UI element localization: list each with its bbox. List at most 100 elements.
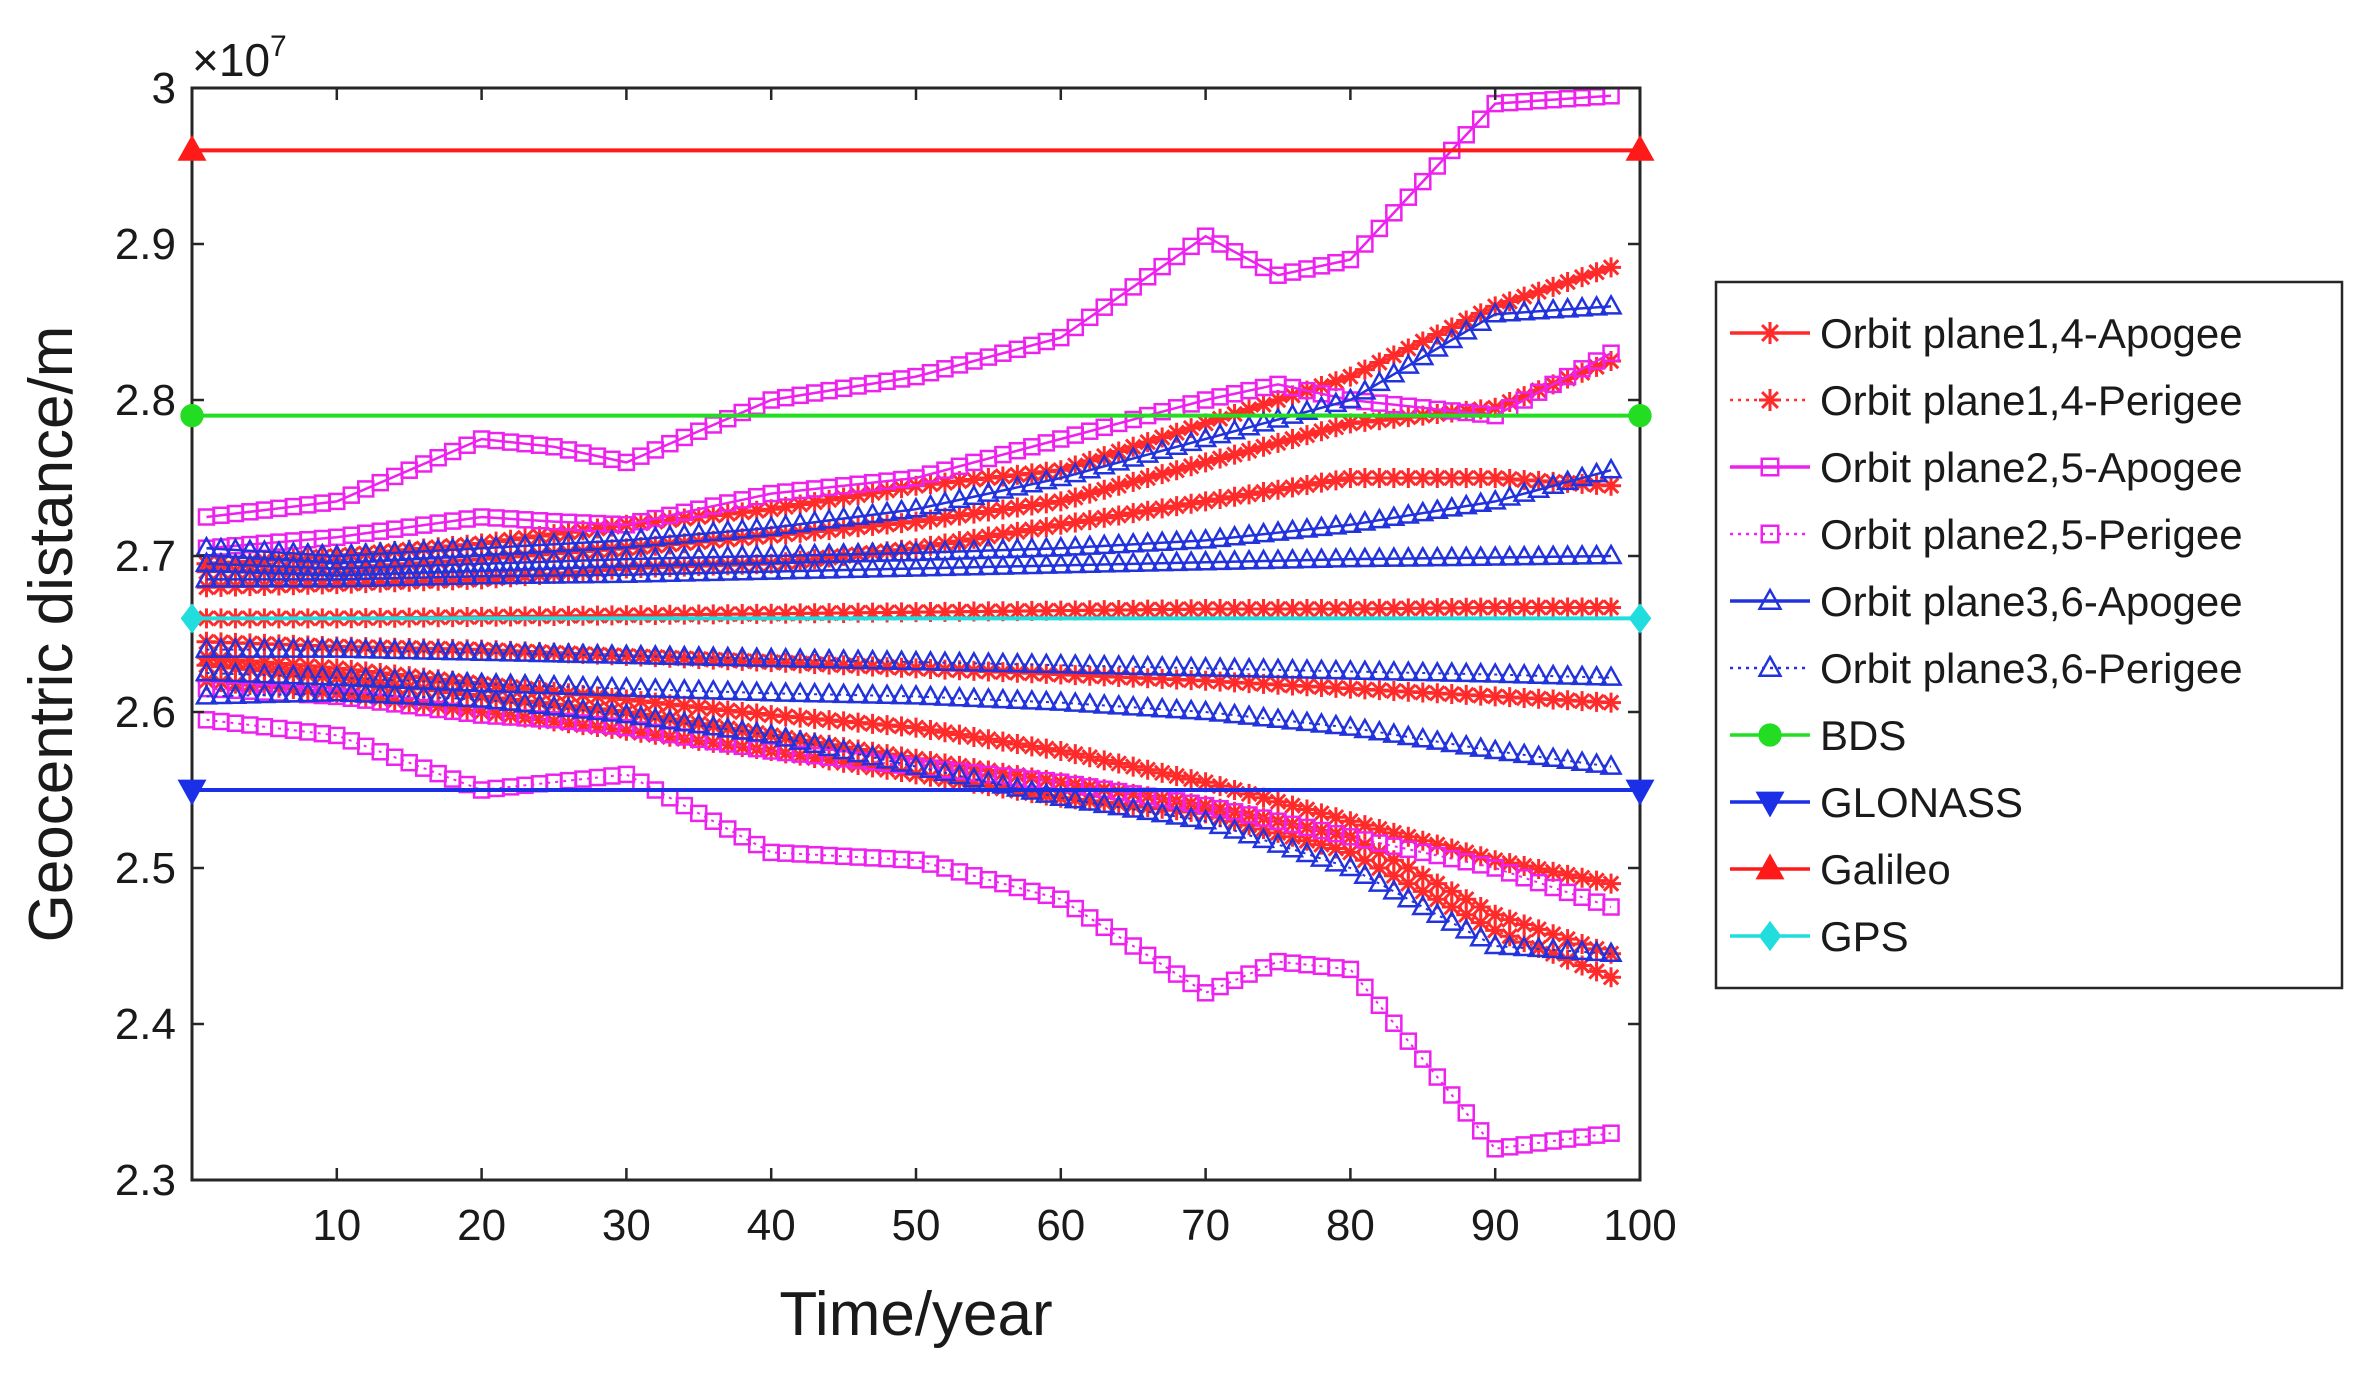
data-point: [442, 670, 463, 691]
data-point: [775, 603, 796, 624]
data-point: [399, 539, 420, 560]
data-point: [310, 566, 334, 588]
data-point: [790, 707, 811, 728]
data-point: [1092, 551, 1116, 573]
data-point: [1454, 545, 1478, 567]
data-point: [717, 718, 738, 739]
data-point: [384, 637, 405, 658]
data-point: [339, 555, 363, 577]
data-point: [1210, 489, 1231, 510]
data-point: [817, 681, 841, 703]
data-point: [963, 469, 984, 490]
data-point: [1193, 655, 1218, 677]
data-point: [1382, 659, 1406, 681]
data-point: [486, 687, 507, 708]
data-point: [701, 520, 725, 542]
data-point: [513, 549, 537, 571]
data-point: [730, 718, 754, 740]
data-point: [1338, 855, 1363, 877]
data-point: [457, 534, 478, 555]
data-point: [587, 644, 608, 665]
data-point: [803, 681, 827, 703]
data-point: [254, 660, 275, 681]
data-point: [992, 499, 1013, 520]
data-point: [833, 602, 854, 623]
data-point: [614, 643, 639, 665]
x-tick-label: 20: [457, 1201, 506, 1250]
data-point: [238, 661, 262, 683]
data-point: [1340, 842, 1361, 863]
data-point: [500, 546, 521, 567]
x-tick-label: 60: [1036, 1201, 1085, 1250]
data-point: [920, 509, 941, 530]
data-point: [933, 555, 957, 577]
data-point: [1050, 741, 1071, 761]
data-point: [1570, 750, 1594, 771]
data-point: [180, 403, 204, 428]
data-point: [1557, 690, 1578, 711]
data-point: [1311, 472, 1332, 493]
data-point: [833, 752, 854, 773]
data-point: [339, 637, 363, 659]
data-point: [281, 554, 305, 576]
data-point: [1065, 665, 1086, 686]
data-point: [572, 697, 593, 718]
data-point: [1441, 897, 1462, 917]
data-point: [441, 552, 465, 573]
data-point: [1266, 406, 1290, 428]
data-point: [730, 559, 754, 581]
data-point: [1280, 547, 1305, 569]
data-point: [471, 702, 492, 722]
data-point: [312, 635, 333, 656]
data-point: [891, 602, 912, 623]
y-axis-title: Geocentric distance/m: [17, 326, 86, 943]
data-point: [1137, 468, 1158, 488]
data-point: [1385, 204, 1403, 222]
data-point: [1253, 436, 1274, 457]
data-point: [672, 560, 696, 582]
data-point: [558, 605, 579, 626]
data-point: [600, 642, 624, 664]
data-point: [1121, 694, 1145, 716]
data-point: [672, 522, 696, 544]
data-point: [455, 551, 479, 573]
data-point: [1005, 651, 1029, 673]
data-point: [1383, 865, 1404, 886]
data-point: [1078, 552, 1102, 573]
data-point: [875, 648, 899, 670]
data-point: [1094, 600, 1115, 621]
data-point: [976, 651, 1001, 672]
data-point: [962, 766, 986, 788]
series-line: [206, 94, 1612, 519]
data-point: [428, 638, 449, 659]
data-point: [1150, 696, 1174, 718]
data-point: [1150, 801, 1174, 823]
data-point: [1602, 1124, 1620, 1142]
data-point: [529, 606, 550, 627]
data-point: [1354, 411, 1375, 432]
data-point: [1050, 514, 1071, 535]
data-point: [1483, 301, 1507, 323]
data-point: [1427, 324, 1448, 345]
data-point: [177, 134, 207, 161]
data-point: [947, 685, 972, 707]
data-point: [1325, 371, 1346, 392]
data-point: [1136, 799, 1160, 821]
data-point: [831, 557, 856, 579]
data-point: [862, 757, 883, 778]
data-point: [498, 672, 523, 694]
data-point: [252, 682, 277, 704]
data-point: [1222, 524, 1247, 546]
data-point: [1295, 657, 1319, 679]
data-point: [703, 716, 724, 737]
data-point: [1266, 520, 1290, 541]
data-point: [339, 681, 363, 703]
data-point: [1454, 493, 1478, 515]
data-point: [1367, 719, 1391, 741]
data-point: [877, 602, 898, 623]
data-point: [1457, 126, 1475, 144]
data-point: [1483, 933, 1507, 955]
data-point: [860, 556, 885, 578]
data-point: [616, 720, 637, 741]
data-point: [1425, 902, 1449, 924]
